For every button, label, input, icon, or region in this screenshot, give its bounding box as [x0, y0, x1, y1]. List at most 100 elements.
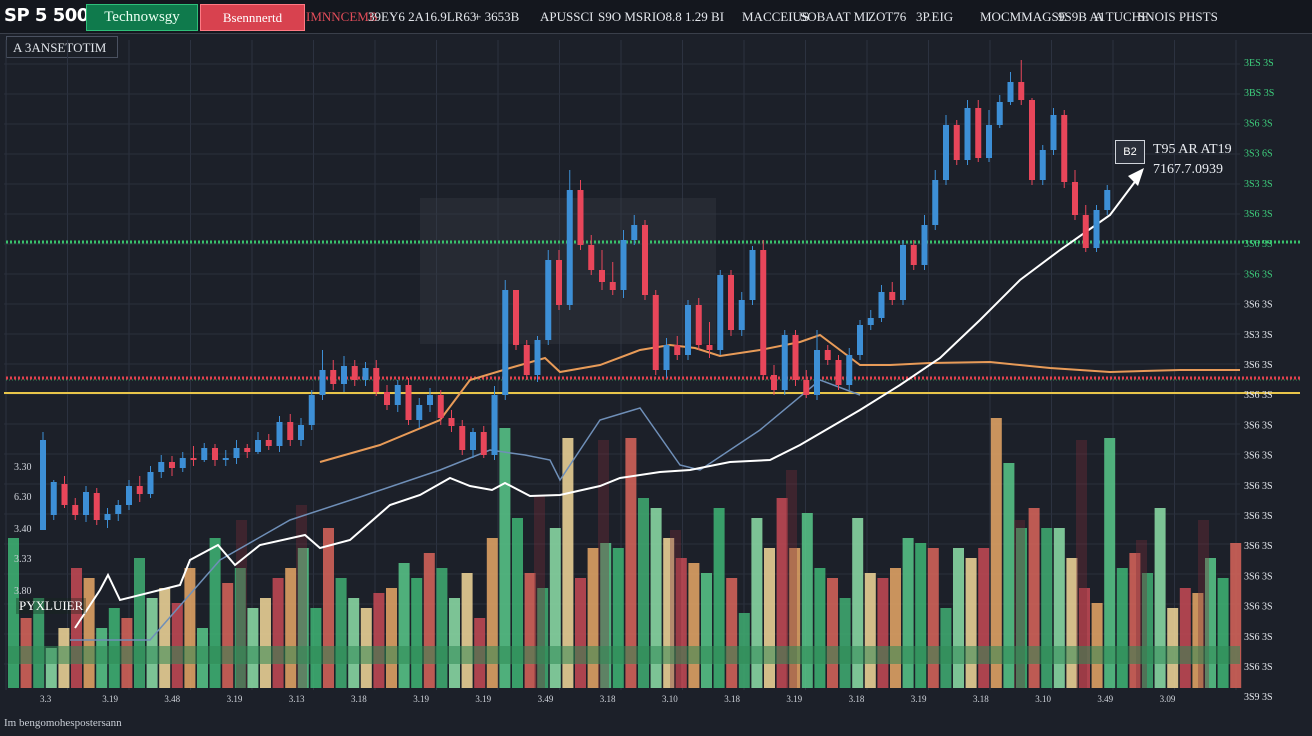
bottom-axis-label: 3.13 [289, 694, 305, 704]
right-axis-label: 3S6 3S [1244, 239, 1273, 250]
bottom-axis-label: 3.19 [911, 694, 927, 704]
volume-bar [1142, 573, 1153, 688]
volume-bar [222, 583, 234, 688]
volume-bar [71, 568, 82, 688]
header-stat-10: 9S9B A1 [1058, 9, 1106, 24]
candle-body [373, 368, 380, 392]
header-stat-0: IMNNCEMB [306, 9, 378, 24]
candle-body [158, 462, 165, 472]
volume-bar [675, 558, 687, 688]
volume-bar [650, 508, 662, 688]
candle-body [255, 440, 261, 452]
volume-bar [335, 578, 347, 688]
volume-bar [1116, 568, 1128, 688]
bottom-axis-label: 3.18 [351, 694, 367, 704]
volume-bar [549, 528, 561, 688]
candle-body [1050, 115, 1057, 150]
candle-body [1072, 182, 1078, 215]
candle-body [846, 355, 853, 385]
bottom-axis-label: 3.10 [662, 694, 678, 704]
candle-body [276, 422, 283, 446]
volume-bar [171, 603, 183, 688]
candle-body [384, 392, 390, 405]
right-axis-label: 3S6 3S [1244, 360, 1273, 371]
candle-body [427, 395, 433, 405]
volume-bar [1129, 553, 1141, 688]
candle-body [792, 335, 799, 380]
bottom-axis-label: 3.10 [1035, 694, 1051, 704]
volume-bar [83, 578, 95, 688]
candle-body [126, 486, 132, 505]
candle-body [674, 345, 681, 355]
volume-bar [1091, 603, 1103, 688]
candle-body [964, 108, 971, 160]
price-tag-icon[interactable]: B2 [1115, 140, 1145, 164]
candle-body [40, 440, 46, 530]
tab-bearish[interactable]: Bsennnertd [200, 4, 305, 31]
right-axis-label: 3S6 3S [1244, 571, 1273, 582]
volume-bar [625, 438, 637, 688]
volume-ghost [1076, 440, 1087, 688]
volume-bar [297, 548, 309, 688]
volume-ghost [534, 495, 545, 688]
volume-bar [839, 598, 851, 688]
candle-body [706, 345, 713, 350]
candle-body [738, 300, 745, 330]
trend-arrowhead [1128, 168, 1144, 186]
candle-body [448, 418, 455, 426]
candle-body [620, 240, 627, 290]
volume-bar [814, 568, 826, 688]
candle-body [416, 405, 423, 420]
candle-body [1082, 215, 1089, 248]
volume-bar [348, 598, 360, 688]
volume-ghost [296, 505, 307, 688]
right-axis-label: 3S6 3S [1244, 420, 1273, 431]
bottom-axis-label: 3.3 [40, 694, 52, 704]
volume-pane-label: PYXLUIER [16, 598, 87, 614]
candle-body [545, 260, 552, 340]
volume-ghost [236, 520, 247, 688]
volume-bar [1016, 528, 1027, 688]
volume-bar [927, 548, 939, 688]
candle-body [1061, 115, 1068, 182]
candle-body [943, 125, 949, 180]
price-chart[interactable]: 3ES 3S 3BS 3S 3S6 3S 3S3 6S 3S3 3S 3S6 3S 3S6 … [0, 34, 1312, 736]
bottom-axis-label: 3.19 [786, 694, 802, 704]
volume-bar [877, 578, 889, 688]
candle-body [631, 225, 638, 240]
candle-body [803, 380, 810, 395]
volume-bar [776, 498, 788, 688]
candle-body [470, 432, 476, 450]
candle-body [83, 492, 89, 515]
candle-body [835, 360, 842, 385]
tab-technology[interactable]: Technowsgy [86, 4, 198, 31]
right-axis-label: 3BS 3S [1244, 88, 1274, 99]
volume-bar [512, 518, 523, 688]
candle-body [61, 484, 68, 505]
volume-bar [1217, 578, 1229, 688]
bottom-axis-label: 3.18 [973, 694, 989, 704]
candle-body [437, 395, 444, 418]
candle-body [523, 345, 530, 375]
volume-bar [411, 578, 423, 688]
volume-bar [486, 538, 498, 688]
volume-bar [159, 588, 171, 688]
volume-bar [965, 558, 977, 688]
bottom-axis-label: 3.48 [164, 694, 180, 704]
volume-bar [373, 593, 385, 688]
bottom-axis-label: 3.49 [1097, 694, 1113, 704]
volume-bar [827, 578, 838, 688]
volume-bar [990, 418, 1002, 688]
ticker-symbol[interactable]: SP 5 500 [4, 5, 89, 26]
candle-body [351, 366, 358, 380]
right-axis-label: 3S6 3S [1244, 451, 1273, 462]
bottom-axis-label: 3.18 [724, 694, 740, 704]
volume-bar [801, 513, 813, 688]
volume-bar [1154, 508, 1166, 688]
right-axis-label: 3S6 3S [1244, 209, 1273, 220]
candle-body [319, 370, 326, 395]
volume-bar [587, 548, 599, 688]
right-axis-label: 3S6 3S [1244, 118, 1273, 129]
candle-body [233, 448, 240, 458]
candle-body [513, 290, 519, 345]
